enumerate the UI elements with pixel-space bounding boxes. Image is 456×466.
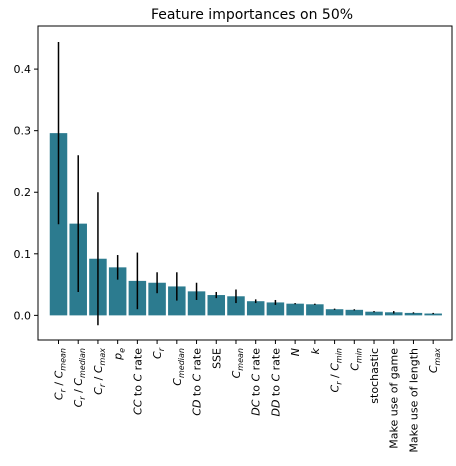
bar-11 <box>246 301 265 316</box>
bar-19 <box>404 312 423 316</box>
x-tick-label: DC to C rate <box>250 348 263 416</box>
bar-6 <box>148 282 166 316</box>
x-ticks-group: Cr / Cmean Cr / Cmedian Cr / Cmax pe CC to C… <box>53 340 442 453</box>
x-tick-label: k <box>309 347 322 354</box>
bar-14 <box>306 304 324 316</box>
x-tick-label: DD to C rate <box>269 348 282 417</box>
x-tick-label: CC to C rate <box>131 348 144 415</box>
bar-8 <box>187 291 206 316</box>
bar-16 <box>345 309 364 316</box>
bars-group <box>49 133 442 316</box>
y-tick-label: 0.3 <box>14 125 32 138</box>
error-bars-group <box>57 42 434 326</box>
x-tick-label: Cr / Cmedian <box>72 348 87 407</box>
x-tick-label: Cr / Cmean <box>53 348 68 400</box>
x-tick-label: Cr / Cmin <box>329 348 344 392</box>
x-tick-label: Cmax <box>427 348 442 373</box>
bar-4 <box>108 267 127 316</box>
x-tick-label: Cr / Cmax <box>92 348 107 395</box>
plot-frame <box>37 25 453 341</box>
bar-7 <box>168 286 186 316</box>
x-tick-label: CD to C rate <box>191 348 204 416</box>
y-tick-label: 0.0 <box>14 309 32 322</box>
y-tick-label: 0.2 <box>14 186 32 199</box>
bar-17 <box>365 311 383 316</box>
axes-group <box>37 25 453 341</box>
x-tick-label: N <box>289 348 302 356</box>
bar-15 <box>325 309 344 316</box>
y-tick-label: 0.4 <box>14 63 32 76</box>
x-tick-label: Make use of length <box>407 348 420 453</box>
bar-10 <box>227 296 245 316</box>
bar-13 <box>286 303 304 316</box>
x-tick-label: Make use of game <box>388 348 401 449</box>
bar-20 <box>424 313 442 316</box>
y-tick-label: 0.1 <box>14 248 32 261</box>
x-tick-label: Cr <box>151 347 166 359</box>
y-ticks-group: 0.0 0.1 0.2 0.3 0.4 <box>14 63 38 322</box>
x-tick-label: SSE <box>210 348 223 369</box>
x-tick-label: Cmin <box>348 348 363 371</box>
bar-9 <box>207 295 226 316</box>
bar-12 <box>266 302 285 316</box>
x-tick-label: stochastic <box>368 348 381 404</box>
x-tick-label: Cmedian <box>171 348 186 386</box>
chart-title: Feature importances on 50% <box>151 7 353 23</box>
bar-18 <box>384 312 403 316</box>
x-tick-label: Cmean <box>230 348 245 378</box>
x-tick-label: pe <box>112 348 127 361</box>
